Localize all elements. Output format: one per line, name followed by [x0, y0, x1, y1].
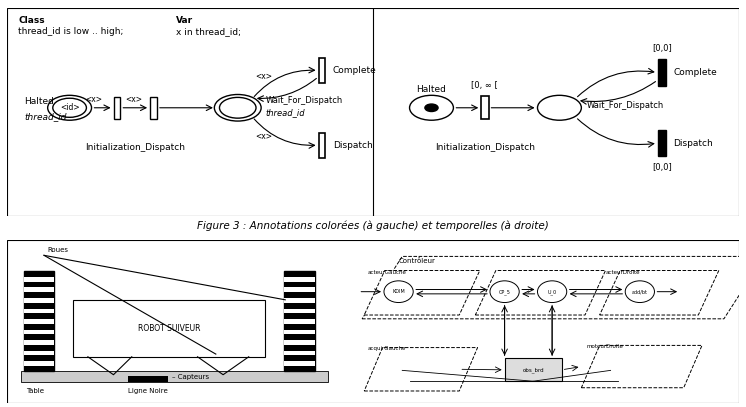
Bar: [24, 330, 54, 335]
Text: <x>: <x>: [255, 72, 272, 81]
Bar: [128, 376, 169, 382]
Bar: [283, 309, 315, 313]
Bar: [283, 361, 315, 366]
Text: thread_id is low .. high;: thread_id is low .. high;: [19, 27, 124, 36]
Text: acteurGauche: acteurGauche: [367, 270, 406, 275]
Bar: [504, 359, 562, 381]
Bar: [283, 277, 315, 282]
Bar: [283, 271, 315, 372]
Bar: [283, 298, 315, 303]
Text: acteurDroite: acteurDroite: [606, 270, 640, 275]
Text: Wait_For_Dispatch: Wait_For_Dispatch: [266, 96, 342, 105]
Text: Dispatch: Dispatch: [674, 138, 713, 148]
Bar: [73, 300, 265, 357]
Bar: [283, 351, 315, 355]
Text: U_0: U_0: [548, 289, 557, 295]
Text: [0,0]: [0,0]: [652, 163, 671, 172]
Bar: [319, 133, 325, 158]
Bar: [283, 340, 315, 345]
Polygon shape: [364, 271, 480, 315]
Text: obs_brd: obs_brd: [522, 367, 544, 373]
Text: acquirGauche: acquirGauche: [367, 346, 406, 351]
Text: add/bt: add/bt: [632, 289, 648, 294]
Polygon shape: [600, 271, 719, 315]
Bar: [481, 96, 489, 119]
Circle shape: [625, 281, 654, 302]
Text: Class: Class: [19, 15, 45, 24]
Bar: [24, 277, 54, 282]
Bar: [24, 298, 54, 303]
Text: Halted: Halted: [416, 85, 446, 94]
Text: Initialization_Dispatch: Initialization_Dispatch: [85, 143, 186, 152]
Bar: [24, 309, 54, 313]
Text: <x>: <x>: [125, 95, 142, 104]
Bar: [283, 330, 315, 335]
Circle shape: [425, 104, 438, 112]
Text: moteurDroite: moteurDroite: [586, 344, 624, 348]
Text: <id>: <id>: [60, 103, 79, 112]
Bar: [24, 340, 54, 345]
Text: Table: Table: [25, 388, 44, 394]
Text: Wait_For_Dispatch: Wait_For_Dispatch: [587, 101, 665, 110]
Bar: [21, 372, 327, 382]
Text: CP_5: CP_5: [498, 289, 510, 295]
Bar: [24, 319, 54, 324]
Bar: [658, 130, 665, 156]
Text: x in thread_id;: x in thread_id;: [175, 27, 241, 36]
Text: Halted: Halted: [25, 97, 54, 106]
Circle shape: [537, 281, 567, 302]
Bar: [24, 271, 54, 372]
Bar: [24, 351, 54, 355]
Text: Dispatch: Dispatch: [333, 141, 372, 150]
Bar: [658, 59, 665, 86]
Bar: [319, 58, 325, 83]
Bar: [114, 97, 120, 118]
Polygon shape: [475, 271, 606, 315]
Text: Initialization_Dispatch: Initialization_Dispatch: [435, 143, 535, 152]
Text: Var: Var: [175, 15, 192, 24]
Circle shape: [384, 281, 413, 302]
Text: [0,0]: [0,0]: [652, 44, 671, 53]
Bar: [283, 319, 315, 324]
Text: Contrôleur: Contrôleur: [398, 258, 436, 264]
Text: [0, ∞ [: [0, ∞ [: [471, 81, 498, 90]
Bar: [24, 361, 54, 366]
Bar: [151, 97, 157, 118]
Circle shape: [490, 281, 519, 302]
Polygon shape: [581, 346, 702, 388]
Text: Ligne Noire: Ligne Noire: [128, 388, 168, 394]
Text: <x>: <x>: [255, 132, 272, 141]
Text: Complete: Complete: [333, 66, 377, 75]
Text: – Capteurs: – Capteurs: [172, 374, 209, 381]
Text: thread_id: thread_id: [25, 112, 67, 121]
Text: ROBOT SUIVEUR: ROBOT SUIVEUR: [138, 324, 200, 333]
Text: <x>: <x>: [85, 95, 102, 104]
Text: Complete: Complete: [674, 68, 717, 77]
Text: Roues: Roues: [48, 247, 69, 253]
Text: thread_id: thread_id: [266, 108, 305, 117]
Bar: [24, 287, 54, 292]
Polygon shape: [364, 348, 477, 391]
Text: KDIM: KDIM: [392, 289, 405, 294]
Text: Figure 3 : Annotations colorées (à gauche) et temporelles (à droite): Figure 3 : Annotations colorées (à gauch…: [197, 221, 549, 231]
Polygon shape: [362, 256, 746, 319]
Bar: [283, 287, 315, 292]
